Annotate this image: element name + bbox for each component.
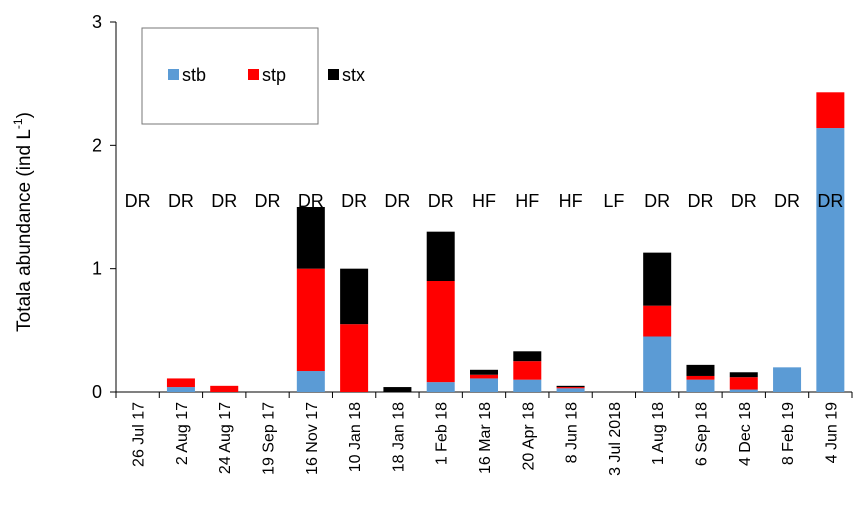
bar-segment [729, 389, 758, 392]
annotation: HF [515, 191, 539, 211]
bar-segment [643, 252, 672, 306]
annotation: DR [168, 191, 194, 211]
bar-segment [426, 382, 455, 392]
bar-segment [296, 268, 325, 372]
y-label-sup: -1 [11, 118, 25, 129]
bar-segment [166, 378, 195, 388]
y-tick-label: 0 [92, 382, 102, 402]
legend-label: stx [342, 65, 365, 85]
x-tick-label: 3 Jul 2018 [607, 402, 624, 476]
bar-segment [686, 379, 715, 392]
x-tick-label: 1 Feb 18 [434, 402, 451, 465]
annotation: DR [644, 191, 670, 211]
legend-label: stp [262, 65, 286, 85]
bar-segment [686, 375, 715, 380]
bar-segment [513, 361, 542, 380]
bar-segment [686, 364, 715, 376]
x-tick-label: 8 Jun 18 [564, 402, 581, 463]
annotation: DR [298, 191, 324, 211]
x-tick-label: 16 Nov 17 [304, 402, 321, 475]
bar-segment [340, 324, 369, 392]
x-tick-label: 4 Jun 19 [823, 402, 840, 463]
annotation: HF [472, 191, 496, 211]
annotation: DR [125, 191, 151, 211]
legend-swatch [168, 69, 179, 80]
y-tick-label: 1 [92, 259, 102, 279]
bar-segment [340, 268, 369, 325]
y-tick-label: 3 [92, 12, 102, 32]
annotation: DR [731, 191, 757, 211]
bar-segment [470, 374, 498, 379]
x-tick-label: 16 Mar 18 [477, 402, 494, 474]
bar-segment [166, 387, 195, 392]
legend-swatch [248, 69, 259, 80]
y-tick-label: 2 [92, 135, 102, 155]
bar-segment [383, 387, 412, 392]
bar-segment [556, 385, 585, 388]
annotation: DR [211, 191, 237, 211]
bar-segment [470, 369, 498, 375]
bar-segment [513, 351, 542, 362]
bar-segment [470, 378, 498, 392]
annotation: HF [559, 191, 583, 211]
legend-label: stb [182, 65, 206, 85]
annotation: DR [687, 191, 713, 211]
x-tick-label: 18 Jan 18 [390, 402, 407, 472]
y-label-end: ) [14, 112, 35, 118]
x-tick-label: 4 Dec 18 [737, 402, 754, 466]
x-tick-label: 8 Feb 19 [780, 402, 797, 465]
bar-segment [426, 231, 455, 281]
bar-segment [210, 385, 239, 392]
annotation: DR [341, 191, 367, 211]
annotation: DR [384, 191, 410, 211]
x-tick-label: 10 Jan 18 [347, 402, 364, 472]
bar-segment [296, 371, 325, 392]
annotation: DR [817, 191, 843, 211]
annotation: LF [603, 191, 624, 211]
annotation: DR [774, 191, 800, 211]
bar-segment [513, 379, 542, 392]
bar-segment [729, 372, 758, 378]
x-tick-label: 19 Sep 17 [261, 402, 278, 475]
bar-segment [816, 128, 845, 393]
x-tick-label: 26 Jul 17 [131, 402, 148, 467]
bar-segment [426, 281, 455, 383]
bar-segment [643, 336, 672, 392]
x-tick-label: 24 Aug 17 [217, 402, 234, 474]
bar-segment [296, 207, 325, 269]
bar-segment [556, 388, 585, 392]
y-axis-label: Totala abundance (ind L-1) [11, 112, 35, 332]
x-tick-label: 2 Aug 17 [174, 402, 191, 465]
x-tick-label: 6 Sep 18 [693, 402, 710, 466]
x-tick-label: 1 Aug 18 [650, 402, 667, 465]
legend-swatch [328, 69, 339, 80]
annotation: DR [255, 191, 281, 211]
bar-segment [556, 387, 585, 389]
y-label-main: Totala abundance (ind L [14, 129, 35, 332]
x-tick-label: 20 Apr 18 [520, 402, 537, 471]
bar-segment [773, 367, 802, 392]
bar-segment [729, 377, 758, 390]
bar-segment [643, 305, 672, 337]
annotation: DR [428, 191, 454, 211]
bar-segment [816, 92, 845, 129]
